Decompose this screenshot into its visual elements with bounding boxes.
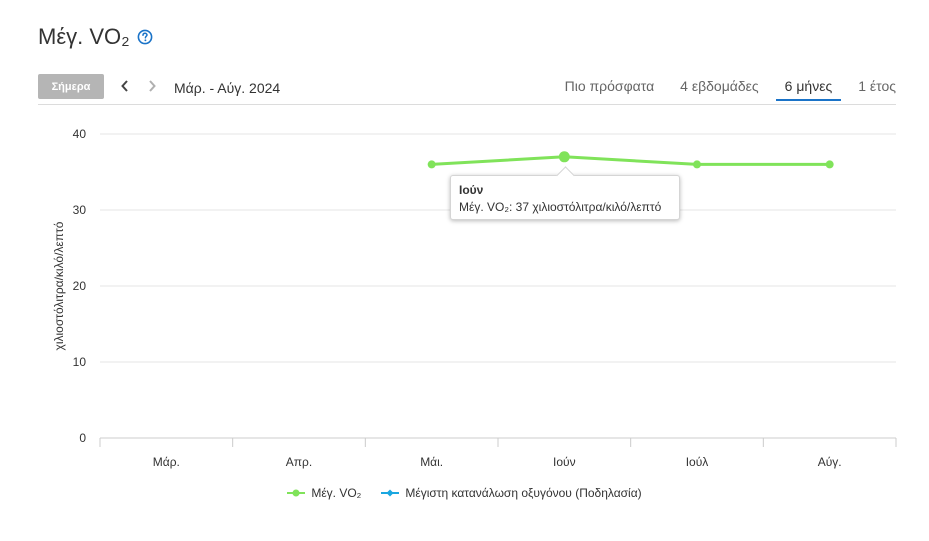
x-tick-label: Απρ.	[286, 455, 312, 469]
legend-item-vo2[interactable]: Μέγ. VO₂	[287, 486, 361, 500]
tooltip-title: Ιούν	[459, 183, 484, 197]
x-tick-label: Ιούλ	[686, 455, 709, 469]
today-button[interactable]: Σήμερα	[38, 74, 104, 99]
x-tick-label: Αύγ.	[818, 455, 842, 469]
x-tick-label: Μάι.	[420, 455, 443, 469]
legend-item-cycling[interactable]: Μέγιστη κατανάλωση οξυγόνου (Ποδηλασία)	[381, 486, 642, 500]
legend-swatch-vo2	[287, 489, 306, 497]
tab-4-weeks[interactable]: 4 εβδομάδες	[680, 78, 759, 94]
y-axis-label: χιλιοστόλιτρα/κιλό/λεπτό	[52, 221, 66, 350]
chevron-right-icon[interactable]	[144, 77, 160, 95]
toolbar: Σήμερα Μάρ. - Αύγ. 2024 Πιο πρόσφατα 4 ε…	[38, 74, 896, 105]
tab-6-months[interactable]: 6 μήνες	[775, 74, 841, 101]
x-tick-label: Ιούν	[553, 455, 576, 469]
data-point	[558, 151, 570, 163]
question-circle-icon[interactable]	[137, 29, 153, 45]
title-row: Μέγ. VO₂	[38, 24, 153, 50]
y-tick-label: 10	[73, 355, 87, 369]
date-range-label: Μάρ. - Αύγ. 2024	[174, 80, 281, 96]
chevron-left-icon[interactable]	[117, 77, 133, 95]
legend-label-vo2: Μέγ. VO₂	[311, 486, 362, 500]
data-point	[427, 160, 436, 169]
period-tabs: Πιο πρόσφατα 4 εβδομάδες 6 μήνες 1 έτος	[539, 74, 896, 104]
tab-1-year[interactable]: 1 έτος	[858, 78, 896, 94]
tooltip-body: Μέγ. VO₂: 37 χιλιοστόλιτρα/κιλό/λεπτό	[459, 200, 662, 214]
page-title: Μέγ. VO₂	[38, 24, 130, 49]
x-tick-label: Μάρ.	[153, 455, 180, 469]
y-tick-label: 0	[79, 431, 86, 445]
series-line	[431, 155, 830, 166]
y-tick-label: 20	[73, 279, 87, 293]
chart-tooltip: Ιούν Μέγ. VO₂: 37 χιλιοστόλιτρα/κιλό/λεπ…	[450, 175, 680, 220]
legend-swatch-cycling	[381, 489, 400, 497]
y-tick-label: 30	[73, 203, 87, 217]
data-point	[825, 160, 834, 169]
legend-label-cycling: Μέγιστη κατανάλωση οξυγόνου (Ποδηλασία)	[405, 486, 642, 500]
data-point	[693, 160, 701, 169]
tab-latest[interactable]: Πιο πρόσφατα	[564, 78, 655, 94]
y-tick-label: 40	[73, 127, 87, 141]
chart-legend: Μέγ. VO₂ Μέγιστη κατανάλωση οξυγόνου (Πο…	[0, 486, 929, 500]
